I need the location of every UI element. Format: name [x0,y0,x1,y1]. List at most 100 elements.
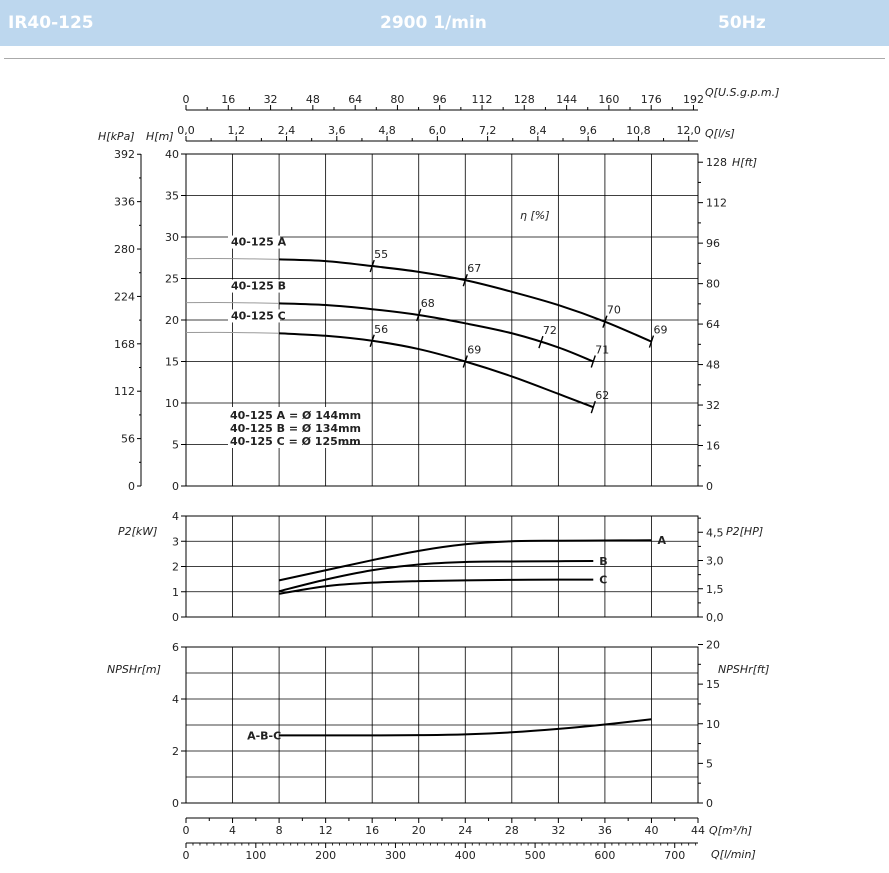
power-hp-axis-label: P2[HP] [726,525,763,538]
efficiency-mark-label: 68 [421,297,435,310]
frequency-title: 50Hz [718,13,766,33]
ft-tick-label: 80 [706,278,720,291]
head-ytick-label: 10 [165,397,179,410]
efficiency-mark-label: 69 [467,344,481,357]
gpm-tick-label: 0 [183,93,190,106]
npsh-m-axis-label: NPSHr[m] [107,663,161,676]
ft-tick-label: 112 [706,197,727,210]
gpm-tick-label: 32 [264,93,278,106]
hp-tick-label: 1,5 [706,583,724,596]
power-curve-a [278,539,652,582]
efficiency-mark [462,273,468,287]
kpa-tick-label: 336 [114,196,135,209]
series-label-bg [228,279,280,293]
ls-tick-label: 7,2 [479,124,497,137]
ft-tick-label: 64 [706,318,720,331]
power-kw-axis-label: P2[kW] [118,525,157,538]
head-curve-thin-b [185,302,280,304]
power-ytick-label: 4 [172,510,179,523]
legend-entry: 40-125 B = Ø 134mm [230,422,361,435]
efficiency-mark [416,308,422,322]
head-ytick-label: 25 [165,273,179,286]
ft-tick-label: 128 [706,156,727,169]
efficiency-mark-label: 70 [607,304,621,317]
m3h-tick-label: 12 [319,824,333,837]
kpa-tick-label: 224 [114,290,135,303]
efficiency-mark [590,400,596,414]
power-series-label: A [657,534,666,547]
lmin-tick-label: 700 [664,849,685,862]
kpa-tick-label: 56 [121,433,135,446]
head-ytick-label: 40 [165,148,179,161]
hp-tick-label: 3,0 [706,555,724,568]
npsh-ft-tick-label: 15 [706,678,720,691]
lmin-tick-label: 500 [525,849,546,862]
power-ytick-label: 0 [172,611,179,624]
lmin-tick-label: 0 [183,849,190,862]
gpm-tick-label: 192 [683,93,704,106]
m3h-tick-label: 16 [365,824,379,837]
m3h-tick-label: 36 [598,824,612,837]
ls-tick-label: 0,0 [177,124,195,137]
speed-title: 2900 1/min [380,13,487,33]
power-curve-c [278,578,594,595]
efficiency-mark [602,315,608,328]
ls-tick-label: 4,8 [378,124,396,137]
m3h-tick-label: 28 [505,824,519,837]
npsh-series-label: A-B-C [247,729,281,742]
ls-tick-label: 1,2 [228,124,246,137]
npsh-ft-tick-label: 5 [706,757,713,770]
head-m-axis-label: H[m] [146,130,174,143]
series-label-bg [228,235,280,249]
efficiency-mark-label: 72 [543,324,557,337]
kpa-axis-label: H[kPa] [98,130,135,143]
npsh-ytick-label: 2 [172,745,179,758]
efficiency-label: η [%] [520,209,550,222]
efficiency-mark-label: 67 [467,262,481,275]
legend-bg [228,407,342,448]
head-ytick-label: 30 [165,231,179,244]
header-bar: IR40-125 2900 1/min 50Hz [0,0,889,46]
head-ytick-label: 35 [165,190,179,203]
ls-tick-label: 6,0 [429,124,447,137]
m3h-tick-label: 32 [551,824,565,837]
gpm-tick-label: 48 [306,93,320,106]
gpm-tick-label: 128 [514,93,535,106]
efficiency-mark-label: 71 [595,344,609,357]
ft-tick-label: 96 [706,237,720,250]
m3h-tick-label: 0 [183,824,190,837]
efficiency-mark-label: 56 [374,323,388,336]
header-divider [4,58,885,59]
gpm-tick-label: 16 [221,93,235,106]
efficiency-mark [369,259,375,273]
hp-tick-label: 0,0 [706,611,724,624]
head-curve-c [279,332,594,409]
efficiency-mark-label: 55 [374,248,388,261]
power-ytick-label: 1 [172,586,179,599]
lmin-tick-label: 300 [385,849,406,862]
head-ytick-label: 0 [172,480,179,493]
lmin-tick-label: 200 [315,849,336,862]
power-ytick-label: 3 [172,535,179,548]
npsh-ft-tick-label: 20 [706,639,720,652]
ft-tick-label: 32 [706,399,720,412]
gpm-tick-label: 80 [390,93,404,106]
power-curve-b [278,559,594,593]
npsh-curve [279,718,652,737]
efficiency-mark [369,334,375,347]
head-curve-thin-a [185,258,280,260]
ls-tick-label: 2,4 [278,124,296,137]
efficiency-mark [590,355,596,368]
gpm-tick-label: 160 [598,93,619,106]
m3h-tick-label: 40 [644,824,658,837]
model-title: IR40-125 [8,13,94,33]
gpm-tick-label: 64 [348,93,362,106]
ls-tick-label: 3,6 [328,124,346,137]
m3h-tick-label: 8 [276,824,283,837]
gpm-tick-label: 96 [433,93,447,106]
head-ytick-label: 20 [165,314,179,327]
ft-tick-label: 48 [706,359,720,372]
head-ytick-label: 5 [172,439,179,452]
ls-tick-label: 12,0 [676,124,701,137]
